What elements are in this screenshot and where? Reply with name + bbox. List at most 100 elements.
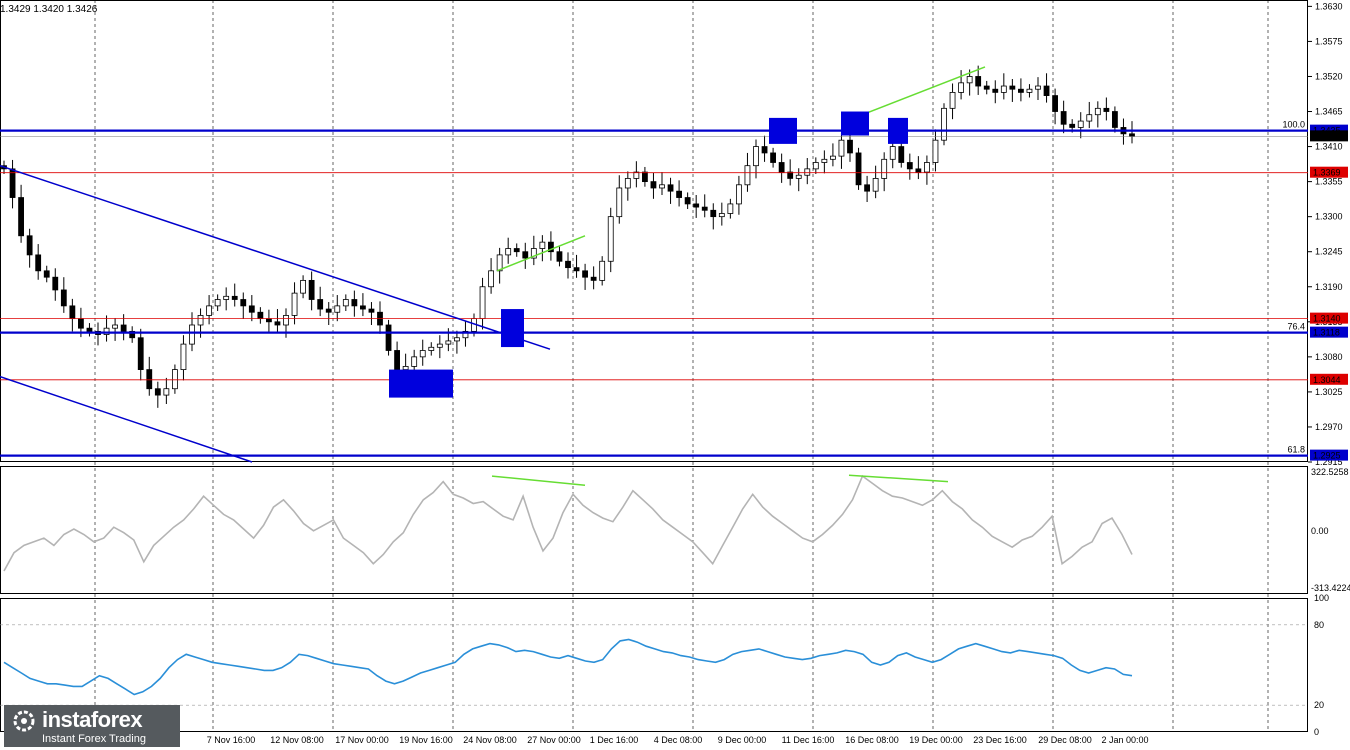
candle-body (445, 340, 452, 345)
time-label: 1 Dec 16:00 (590, 735, 639, 745)
candle-body (667, 184, 674, 192)
price-tick-label: 1.3190 (1315, 282, 1343, 292)
candle-body (154, 388, 161, 396)
candle-body (496, 254, 503, 272)
time-label: 24 Nov 08:00 (463, 735, 517, 745)
time-axis: 7 Nov 16:00 12 Nov 08:00 17 Nov 00:00 19 No… (207, 735, 1149, 745)
candle-body (701, 206, 708, 211)
candle-body (770, 152, 776, 163)
level-price-tag (1310, 326, 1348, 338)
candle-body (60, 289, 67, 307)
candle-body (1052, 95, 1058, 112)
candle-body (906, 162, 913, 170)
rsi-tick-label: 20 (1314, 700, 1324, 710)
candle-body (325, 308, 332, 313)
candle-body (693, 203, 700, 208)
candle-body (52, 276, 59, 291)
price-panel: 100.0 76.4 61.8 (0, 0, 1308, 463)
candle-body (941, 107, 947, 141)
candle-body (1009, 85, 1016, 90)
candle-body (650, 181, 657, 189)
candle-body (924, 162, 930, 173)
instaforex-watermark: instaforex Instant Forex Trading (4, 705, 180, 747)
cci-divergence-line (491, 475, 586, 486)
candle-body (163, 388, 170, 396)
time-label: 4 Dec 08:00 (654, 735, 703, 745)
time-label: 9 Dec 00:00 (718, 735, 767, 745)
candle-body (889, 146, 896, 160)
candle-body (522, 251, 529, 259)
price-tick-label: 1.3410 (1315, 142, 1343, 152)
time-label: 17 Nov 00:00 (335, 735, 389, 745)
candle-body (753, 146, 759, 167)
candle-body (172, 369, 178, 390)
candle-body (462, 330, 469, 339)
candle-body (360, 305, 366, 310)
time-label: 12 Nov 08:00 (270, 735, 324, 745)
candle-body (1060, 111, 1067, 125)
fib-label: 76.4 (1287, 322, 1305, 332)
candle-body (180, 343, 187, 371)
candle-body (599, 260, 606, 281)
level-price-tag (1310, 130, 1348, 142)
price-tick-label: 1.3520 (1315, 71, 1343, 81)
candle-body (1000, 85, 1007, 93)
price-tick-label: 1.3575 (1315, 36, 1343, 46)
price-tick-label: 1.3025 (1315, 387, 1343, 397)
candle-body (872, 178, 879, 192)
candle-body (864, 184, 870, 192)
candle-body (761, 146, 768, 154)
candle-body (624, 178, 631, 189)
candle-body (402, 366, 409, 370)
cci-frame (0, 466, 1308, 594)
cci-line (3, 474, 1133, 572)
candle-body (291, 292, 298, 316)
candle-body (659, 184, 665, 189)
time-label: 19 Nov 16:00 (399, 735, 453, 745)
level-price-text: 1.3140 (1313, 314, 1341, 324)
candle-body (266, 318, 272, 323)
level-price-text: 1.2925 (1313, 451, 1341, 461)
candle-body (684, 197, 691, 205)
candle-body (1026, 88, 1033, 93)
time-label: 16 Dec 08:00 (845, 735, 899, 745)
candle-body (120, 324, 127, 332)
time-label: 23 Dec 16:00 (973, 735, 1027, 745)
candle-body (539, 241, 546, 249)
candle-body (35, 254, 42, 272)
candle-body (78, 318, 84, 329)
candle-body (778, 162, 785, 173)
time-label: 19 Dec 00:00 (909, 735, 963, 745)
price-axis: 1.36301.35751.35201.34651.34101.33551.33… (1308, 1, 1348, 467)
level-price-text: 1.3118 (1313, 328, 1340, 338)
candle-body (1129, 133, 1135, 137)
candle-body (821, 158, 828, 163)
candle-body (317, 299, 324, 310)
candle-body (710, 209, 717, 218)
level-price-tag (1310, 124, 1348, 136)
candle-body (137, 337, 144, 371)
candle-body (86, 327, 93, 332)
candle-body (573, 267, 580, 272)
candle-body (881, 158, 888, 179)
candle-body (949, 92, 956, 109)
candle-body (394, 350, 400, 370)
candle-body (787, 171, 794, 179)
candle-body (223, 295, 230, 300)
level-price-tag (1310, 373, 1348, 385)
brand-name: instaforex (42, 707, 143, 732)
candle-body (676, 190, 682, 198)
rsi-frame (0, 598, 1308, 732)
price-tick-label: 1.3300 (1315, 212, 1343, 222)
candle-body (607, 216, 614, 262)
cci-panel: 322.5258 0.00 -313.4224 (0, 466, 1350, 594)
rsi-panel: 100 80 20 0 (0, 593, 1329, 737)
candle-body (1077, 120, 1084, 128)
candle-body (112, 324, 118, 329)
candle-body (351, 299, 358, 307)
candle-body (505, 248, 512, 256)
candle-body (9, 168, 16, 198)
time-label: 7 Nov 16:00 (207, 735, 256, 745)
level-price-tag (1310, 312, 1348, 324)
